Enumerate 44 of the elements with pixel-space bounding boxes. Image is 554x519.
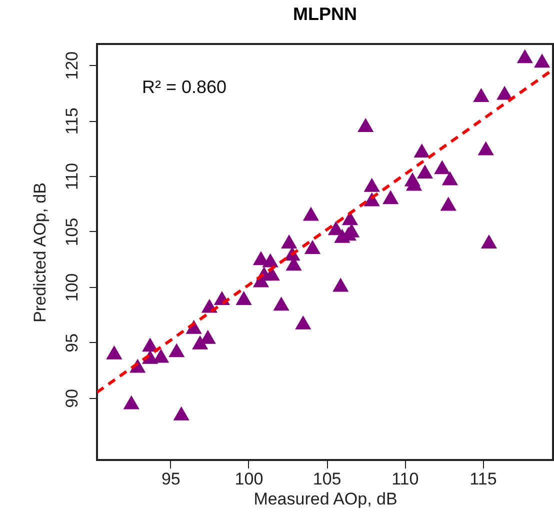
point [295, 315, 312, 330]
point [534, 54, 550, 68]
point [440, 196, 456, 211]
point [173, 406, 190, 420]
y-tick-label: 95 [62, 333, 82, 352]
y-tick-label: 110 [62, 162, 82, 190]
point [142, 338, 158, 352]
y-tick-label: 100 [62, 273, 82, 302]
point [442, 171, 458, 186]
y-tick-label: 120 [62, 51, 82, 80]
point [473, 88, 490, 102]
point [262, 253, 278, 268]
x-tick-label: 115 [470, 470, 497, 488]
chart-title: MLPNN [293, 4, 357, 24]
point [480, 234, 498, 248]
y-tick-label: 90 [62, 388, 82, 408]
point [106, 345, 122, 360]
point [304, 240, 321, 254]
x-tick-label: 100 [234, 470, 264, 488]
point [414, 144, 430, 158]
point [358, 118, 374, 132]
y-tick-label: 105 [62, 218, 82, 246]
point [342, 211, 358, 226]
point [516, 49, 533, 64]
point [434, 160, 450, 174]
point [123, 395, 140, 410]
point [236, 291, 252, 306]
y-tick-label: 115 [62, 107, 82, 135]
point [281, 234, 298, 248]
x-tick-label: 95 [161, 470, 180, 488]
x-tick-label: 110 [392, 470, 419, 488]
point [416, 164, 434, 179]
point [364, 178, 380, 192]
annotation: R² = 0.860 [142, 77, 227, 97]
point [302, 206, 320, 221]
point [168, 343, 185, 358]
point [496, 86, 513, 100]
y-axis-title: Predicted AOp, dB [30, 182, 50, 322]
point [332, 278, 349, 292]
point [478, 141, 494, 156]
point [382, 190, 399, 204]
x-axis-title: Measured AOp, dB [254, 490, 398, 508]
point [273, 296, 290, 311]
x-tick-label: 105 [312, 470, 342, 488]
